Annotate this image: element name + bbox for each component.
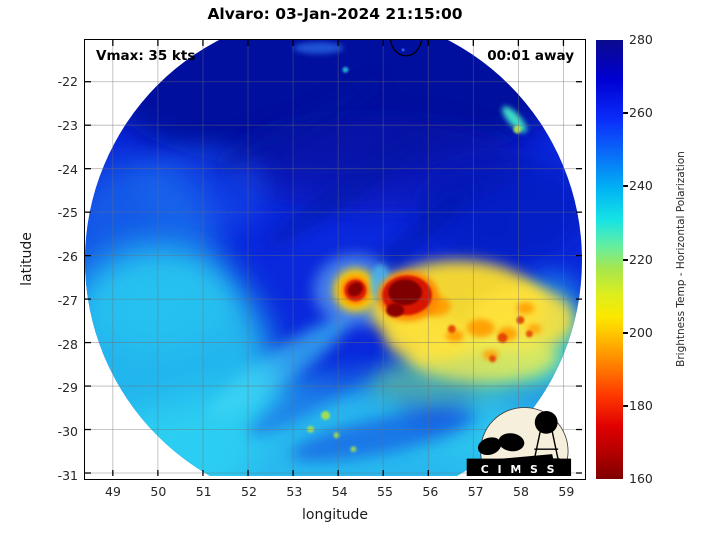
grid-lines [85,40,582,476]
x-tick-label: 59 [558,484,575,499]
x-tick-label: 52 [241,484,257,499]
colorbar [596,40,623,479]
y-tick-label: -25 [57,205,78,221]
y-tick-label: -28 [57,336,78,352]
radome-icon [498,433,525,452]
logo-text: C I M S S [481,463,557,476]
contour-arc [389,40,423,57]
cimss-logo: C I M S S [466,407,572,476]
x-axis-label: longitude [302,507,368,523]
x-tick-label: 50 [150,484,167,499]
water-tower-legs [531,431,561,470]
y-tick-label: -26 [57,249,78,265]
x-tick-label: 54 [331,484,348,499]
x-tick-label: 58 [513,484,529,499]
plot-area: C I M S S Vmax: 35 kts 00:01 away [84,39,586,480]
colorbar-tick-label: 200 [629,324,653,340]
colorbar-label: Brightness Temp - Horizontal Polarizatio… [675,151,687,367]
microwave-swath-image: C I M S S [85,40,582,476]
water-tower-icon [534,410,558,434]
y-tick-label: -23 [57,117,78,133]
colorbar-tick-mark [623,331,628,334]
x-tick-label: 55 [377,484,393,499]
y-axis-label: latitude [19,232,35,286]
logo-banner [466,458,572,476]
x-tick-label: 51 [195,484,212,499]
colorbar-tick-label: 240 [629,178,653,194]
colorbar-tick-label: 180 [629,397,653,413]
plot-title: Alvaro: 03-Jan-2024 21:15:00 [207,5,463,23]
colorbar-tick-label: 220 [629,251,653,267]
colorbar-tick-mark [623,404,628,407]
colorbar-tick-label: 260 [629,105,653,121]
colorbar-tick-label: 280 [629,32,653,47]
time-offset-annotation: 00:01 away [487,48,574,64]
x-tick-label: 56 [422,484,439,499]
x-tick-label: 49 [105,484,121,499]
y-tick-label: -27 [57,292,78,308]
y-tick-label: -30 [57,424,78,440]
x-tick-label: 53 [286,484,303,499]
axis-ticks [85,40,582,476]
colorbar-tick-mark [623,258,628,261]
y-tick-label: -22 [57,74,78,89]
colorbar-tick-mark [623,185,628,188]
y-tick-label: -24 [57,161,78,177]
radome-icon [477,437,502,456]
colorbar-tick-label: 160 [629,471,653,486]
y-tick-label: -31 [57,467,78,483]
colorbar-tick-mark [623,112,628,115]
vmax-annotation: Vmax: 35 kts [96,48,196,64]
x-tick-label: 57 [467,484,484,499]
y-tick-label: -29 [57,380,78,396]
